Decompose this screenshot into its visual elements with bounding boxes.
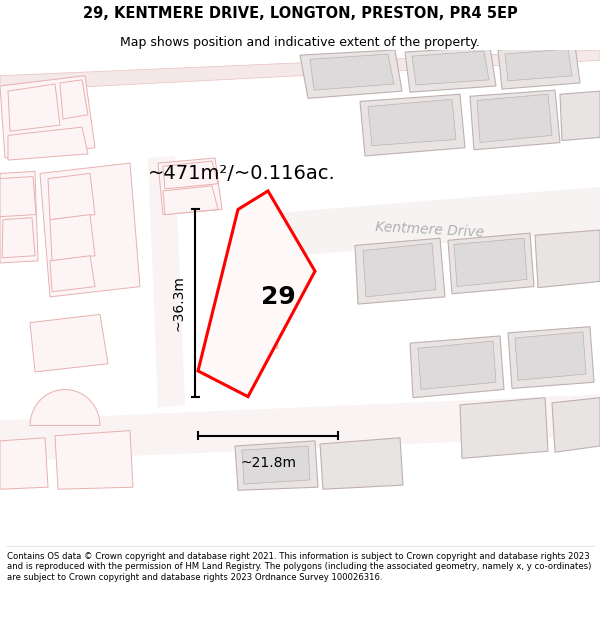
Polygon shape xyxy=(163,186,218,214)
Polygon shape xyxy=(535,230,600,288)
Polygon shape xyxy=(360,94,465,156)
Polygon shape xyxy=(460,398,548,458)
Polygon shape xyxy=(508,327,594,388)
Polygon shape xyxy=(355,238,445,304)
Polygon shape xyxy=(0,76,95,158)
Polygon shape xyxy=(470,90,560,150)
Text: 29: 29 xyxy=(260,285,295,309)
Polygon shape xyxy=(448,233,534,294)
Polygon shape xyxy=(405,47,496,92)
Polygon shape xyxy=(300,50,402,98)
Polygon shape xyxy=(363,243,436,297)
Polygon shape xyxy=(310,54,394,90)
Text: 29, KENTMERE DRIVE, LONGTON, PRESTON, PR4 5EP: 29, KENTMERE DRIVE, LONGTON, PRESTON, PR… xyxy=(83,6,517,21)
Polygon shape xyxy=(0,171,38,263)
Polygon shape xyxy=(163,161,218,189)
Polygon shape xyxy=(158,158,222,214)
Text: Contains OS data © Crown copyright and database right 2021. This information is : Contains OS data © Crown copyright and d… xyxy=(7,552,592,582)
Polygon shape xyxy=(412,51,489,85)
Polygon shape xyxy=(8,127,88,160)
Polygon shape xyxy=(410,336,504,398)
Polygon shape xyxy=(242,446,310,484)
Polygon shape xyxy=(505,49,572,81)
Polygon shape xyxy=(55,431,133,489)
Polygon shape xyxy=(368,99,456,146)
Polygon shape xyxy=(8,84,60,131)
Polygon shape xyxy=(477,94,552,142)
Polygon shape xyxy=(242,309,274,351)
Polygon shape xyxy=(515,332,586,380)
Polygon shape xyxy=(454,238,527,287)
Polygon shape xyxy=(552,398,600,452)
Polygon shape xyxy=(50,256,95,292)
Text: Kentmere Drive: Kentmere Drive xyxy=(375,220,485,240)
Text: Map shows position and indicative extent of the property.: Map shows position and indicative extent… xyxy=(120,36,480,49)
Polygon shape xyxy=(50,214,95,261)
Polygon shape xyxy=(0,438,48,489)
Polygon shape xyxy=(148,156,185,408)
Polygon shape xyxy=(320,438,403,489)
Text: ~36.3m: ~36.3m xyxy=(171,275,185,331)
Polygon shape xyxy=(220,308,278,351)
Polygon shape xyxy=(30,389,100,426)
Text: ~21.8m: ~21.8m xyxy=(240,456,296,471)
Polygon shape xyxy=(30,314,108,372)
Polygon shape xyxy=(0,50,600,91)
Polygon shape xyxy=(0,176,36,217)
Polygon shape xyxy=(560,91,600,141)
Polygon shape xyxy=(60,80,88,119)
Polygon shape xyxy=(40,163,140,297)
Polygon shape xyxy=(498,45,580,89)
Polygon shape xyxy=(2,217,35,258)
Polygon shape xyxy=(48,174,95,220)
Polygon shape xyxy=(235,441,318,490)
Text: ~471m²/~0.116ac.: ~471m²/~0.116ac. xyxy=(148,164,336,183)
Polygon shape xyxy=(255,187,600,259)
Polygon shape xyxy=(198,191,315,397)
Polygon shape xyxy=(418,341,496,389)
Polygon shape xyxy=(0,394,600,461)
